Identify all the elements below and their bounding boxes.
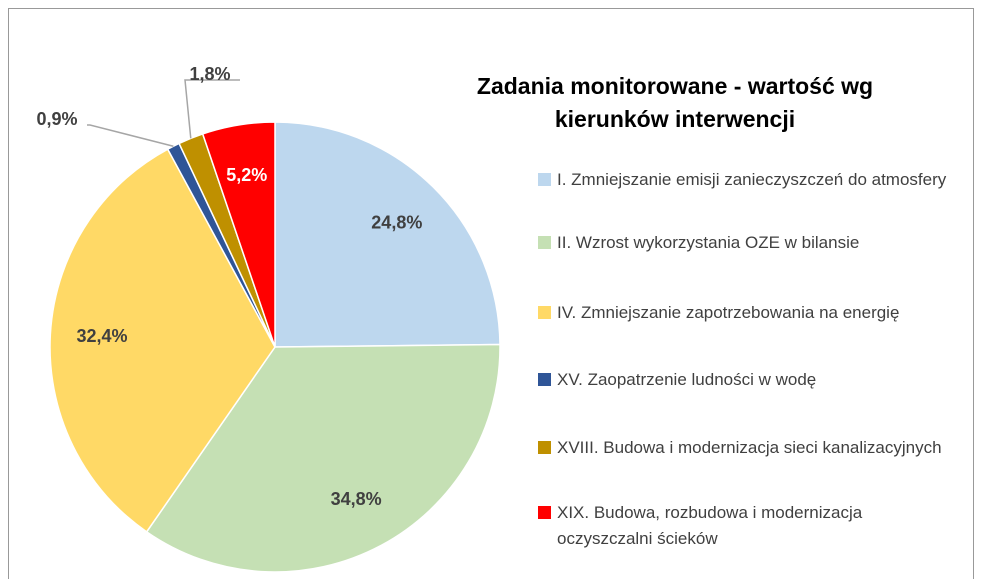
legend-swatch [538, 506, 551, 519]
legend-item: XV. Zaopatrzenie ludności w wodę [538, 367, 958, 393]
legend-swatch [538, 373, 551, 386]
data-label: 34,8% [331, 489, 382, 509]
legend-swatch [538, 236, 551, 249]
legend-swatch [538, 441, 551, 454]
legend-item: II. Wzrost wykorzystania OZE w bilansie [538, 230, 958, 256]
data-label: 0,9% [36, 109, 77, 129]
pie-slice [201, 121, 276, 348]
leader-line [87, 124, 174, 147]
legend-swatch [538, 306, 551, 319]
data-label: 32,4% [76, 326, 127, 346]
legend-item: XVIII. Budowa i modernizacja sieci kanal… [538, 435, 958, 461]
legend-label: XIX. Budowa, rozbudowa i modernizacja oc… [557, 503, 863, 548]
data-label: 24,8% [371, 213, 422, 233]
legend-label: XV. Zaopatrzenie ludności w wodę [557, 370, 817, 389]
legend-label: II. Wzrost wykorzystania OZE w bilansie [557, 233, 860, 252]
legend-swatch [538, 173, 551, 186]
data-label: 1,8% [189, 64, 230, 84]
frame [8, 8, 974, 579]
legend-label: I. Zmniejszanie emisji zanieczyszczeń do… [557, 170, 947, 189]
legend-item: XIX. Budowa, rozbudowa i modernizacja oc… [538, 500, 958, 552]
chart-title: Zadania monitorowane - wartość wg kierun… [476, 73, 874, 132]
legend-item: IV. Zmniejszanie zapotrzebowania na ener… [538, 300, 958, 326]
legend-label: IV. Zmniejszanie zapotrzebowania na ener… [557, 303, 900, 322]
pie-slice [274, 121, 501, 348]
pie-slice [145, 343, 501, 573]
legend-item: I. Zmniejszanie emisji zanieczyszczeń do… [538, 167, 958, 193]
legend-label: XVIII. Budowa i modernizacja sieci kanal… [557, 438, 942, 457]
data-label: 5,2% [226, 165, 267, 185]
leader-line [184, 79, 240, 139]
